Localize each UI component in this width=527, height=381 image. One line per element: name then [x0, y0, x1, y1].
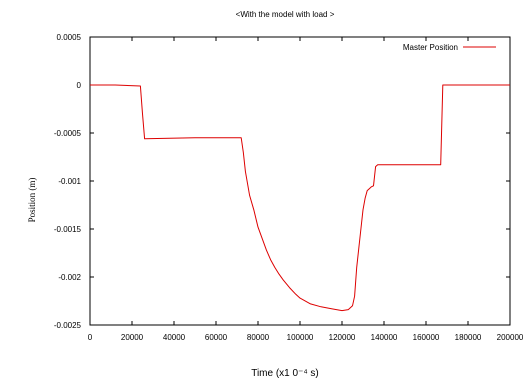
y-tick-label: -0.0025	[54, 321, 82, 330]
x-tick-label: 180000	[455, 333, 482, 342]
x-axis: 0 20000 40000 60000 80000 100000 120000 140000 1…	[88, 37, 524, 342]
y-tick-label: -0.0015	[54, 225, 82, 234]
y-axis: 0.0005 0 -0.0005 -0.001 -0.0015 -0.002 -0.0025	[54, 33, 510, 330]
y-tick-label: 0.0005	[57, 33, 82, 42]
series-line-master-position	[90, 84, 510, 312]
x-tick-label: 80000	[247, 333, 270, 342]
y-tick-label: 0	[77, 81, 82, 90]
x-axis-label: Time (x1 0⁻⁴ s)	[251, 368, 319, 379]
x-tick-label: 160000	[413, 333, 440, 342]
y-tick-label: -0.001	[58, 177, 81, 186]
chart-title: <With the model with load >	[236, 10, 335, 19]
y-tick-label: -0.0005	[54, 129, 82, 138]
y-tick-label: -0.002	[58, 273, 81, 282]
legend-label-master-position: Master Position	[403, 43, 458, 52]
series-layer	[90, 84, 510, 312]
y-axis-label: Position (m)	[27, 178, 37, 223]
x-tick-label: 40000	[163, 333, 186, 342]
x-tick-label: 0	[88, 333, 93, 342]
x-tick-label: 20000	[121, 333, 144, 342]
legend: Master Position	[403, 43, 496, 52]
x-tick-label: 100000	[287, 333, 314, 342]
x-tick-label: 140000	[371, 333, 398, 342]
plot-area	[89, 36, 511, 326]
x-tick-label: 120000	[329, 333, 356, 342]
x-tick-label: 200000	[497, 333, 524, 342]
x-tick-label: 60000	[205, 333, 228, 342]
